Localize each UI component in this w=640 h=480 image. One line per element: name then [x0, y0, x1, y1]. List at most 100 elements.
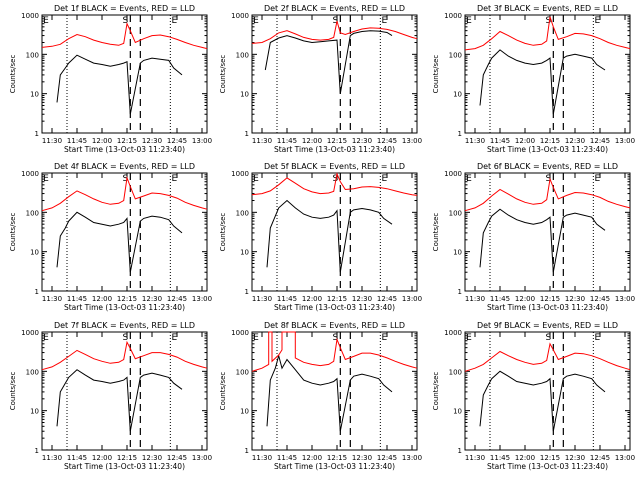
- y-tick-label: 1: [458, 288, 462, 296]
- x-tick-label: 12:15: [327, 295, 347, 303]
- series-line-events: [56, 369, 183, 432]
- chart-title: Det 3f BLACK = Events, RED = LLD: [477, 4, 618, 13]
- x-tick-label: 12:30: [142, 295, 162, 303]
- x-tick-label: 11:30: [252, 454, 272, 462]
- series-line-events: [479, 370, 606, 432]
- series-line-lld: [251, 20, 418, 44]
- x-tick-label: 11:45: [67, 137, 87, 145]
- marker-label: S: [122, 333, 128, 343]
- chart-title: Det 9f BLACK = Events, RED = LLD: [477, 321, 618, 330]
- chart-panel-7: Det 7f BLACK = Events, RED = LLD 1 10 100 10…: [9, 321, 212, 471]
- marker-label: E: [43, 16, 49, 26]
- marker-label: E: [594, 16, 600, 26]
- series-line-events: [266, 353, 393, 432]
- y-tick-label: 1: [458, 447, 462, 455]
- chart-panel-2: Det 2f BLACK = Events, RED = LLD 1 10 100 10…: [219, 4, 422, 154]
- x-axis-label: Start Time (13-Oct-03 11:23:40): [487, 303, 608, 312]
- x-tick-label: 12:45: [590, 137, 610, 145]
- y-tick-label: 1000: [21, 329, 39, 337]
- x-tick-label: 11:30: [252, 295, 272, 303]
- x-tick-label: 11:45: [490, 454, 510, 462]
- y-tick-label: 100: [26, 51, 39, 59]
- x-tick-label: 12:00: [302, 454, 322, 462]
- y-tick-label: 1000: [21, 170, 39, 178]
- series-line-events: [479, 208, 606, 273]
- series-line-lld: [251, 331, 418, 372]
- series-line-lld: [464, 16, 631, 51]
- x-tick-label: 12:00: [92, 137, 112, 145]
- marker-label: E: [466, 174, 472, 184]
- y-tick-label: 100: [449, 51, 462, 59]
- x-tick-label: 11:30: [42, 454, 62, 462]
- y-tick-label: 1: [245, 130, 249, 138]
- x-tick-label: 11:30: [465, 454, 485, 462]
- marker-label: S: [545, 16, 551, 26]
- x-axis-label: Start Time (13-Oct-03 11:23:40): [274, 145, 395, 154]
- y-axis-label: Counts/sec: [219, 213, 227, 252]
- y-tick-label: 1: [458, 130, 462, 138]
- x-tick-label: 13:00: [615, 137, 635, 145]
- y-tick-label: 100: [236, 51, 249, 59]
- x-axis-label: Start Time (13-Oct-03 11:23:40): [274, 462, 395, 471]
- marker-label: E: [381, 16, 387, 26]
- y-axis-label: Counts/sec: [219, 55, 227, 94]
- y-tick-label: 1000: [231, 170, 249, 178]
- y-tick-label: 100: [236, 368, 249, 376]
- y-tick-label: 10: [30, 91, 39, 99]
- x-axis-label: Start Time (13-Oct-03 11:23:40): [274, 303, 395, 312]
- x-tick-label: 11:30: [465, 295, 485, 303]
- plot-frame: [41, 331, 208, 451]
- x-tick-label: 13:00: [402, 295, 422, 303]
- marker-label: E: [466, 16, 472, 26]
- series-line-events: [479, 49, 606, 115]
- y-tick-label: 10: [453, 408, 462, 416]
- plot-frame: [251, 14, 418, 134]
- y-axis-label: Counts/sec: [432, 372, 440, 411]
- plot-frame: [464, 14, 631, 134]
- series-line-lld: [41, 22, 208, 50]
- y-axis-label: Counts/sec: [432, 55, 440, 94]
- y-tick-label: 10: [453, 249, 462, 257]
- y-tick-label: 1: [245, 447, 249, 455]
- y-tick-label: 1: [35, 447, 39, 455]
- series-line-lld: [251, 172, 418, 196]
- y-tick-label: 1000: [231, 329, 249, 337]
- x-tick-label: 12:00: [515, 295, 535, 303]
- x-tick-label: 11:45: [67, 454, 87, 462]
- series-line-events: [56, 54, 183, 115]
- chart-panel-6: Det 6f BLACK = Events, RED = LLD 1 10 100 10…: [432, 162, 635, 312]
- series-line-events: [264, 30, 393, 94]
- x-axis-label: Start Time (13-Oct-03 11:23:40): [64, 462, 185, 471]
- x-tick-label: 11:45: [277, 454, 297, 462]
- series-line-events: [56, 211, 183, 273]
- marker-label: E: [171, 16, 177, 26]
- plot-frame: [464, 172, 631, 292]
- x-tick-label: 13:00: [192, 454, 212, 462]
- x-tick-label: 12:15: [540, 295, 560, 303]
- x-tick-label: 11:45: [490, 295, 510, 303]
- x-tick-label: 12:15: [540, 137, 560, 145]
- marker-label: E: [43, 333, 49, 343]
- marker-label: E: [253, 174, 259, 184]
- marker-label: S: [545, 174, 551, 184]
- y-axis-label: Counts/sec: [432, 213, 440, 252]
- y-tick-label: 1000: [21, 12, 39, 20]
- x-tick-label: 12:30: [352, 295, 372, 303]
- chart-title: Det 7f BLACK = Events, RED = LLD: [54, 321, 195, 330]
- x-tick-label: 11:30: [42, 295, 62, 303]
- marker-label: E: [253, 333, 259, 343]
- y-tick-label: 100: [449, 209, 462, 217]
- x-tick-label: 12:45: [377, 295, 397, 303]
- x-tick-label: 11:45: [67, 295, 87, 303]
- chart-title: Det 6f BLACK = Events, RED = LLD: [477, 162, 618, 171]
- x-tick-label: 12:30: [142, 137, 162, 145]
- y-axis-label: Counts/sec: [9, 213, 17, 252]
- x-tick-label: 13:00: [615, 454, 635, 462]
- y-axis-label: Counts/sec: [219, 372, 227, 411]
- x-tick-label: 12:45: [377, 454, 397, 462]
- marker-label: E: [253, 16, 259, 26]
- x-tick-label: 13:00: [192, 295, 212, 303]
- x-tick-label: 12:30: [352, 137, 372, 145]
- x-tick-label: 12:45: [377, 137, 397, 145]
